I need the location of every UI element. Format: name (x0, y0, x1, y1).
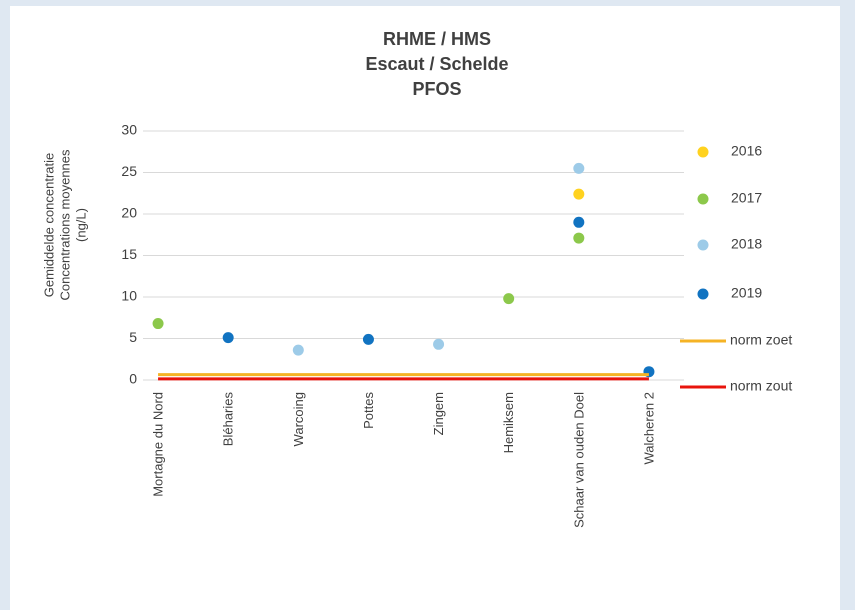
x-tick-label: Zingem (431, 392, 446, 435)
legend-marker (697, 193, 709, 205)
y-tick-label: 25 (121, 163, 137, 179)
y-tick-label: 15 (121, 246, 137, 262)
x-tick-label: Hemiksem (501, 392, 516, 453)
data-point (503, 293, 515, 305)
data-point (222, 332, 234, 344)
x-tick-label: Schaar van ouden Doel (571, 392, 586, 528)
y-tick-label: 10 (121, 288, 137, 304)
x-tick-label: Mortagne du Nord (151, 392, 166, 497)
y-tick-label: 5 (129, 329, 137, 345)
data-point (433, 338, 445, 350)
x-tick-label: Pottes (361, 392, 376, 429)
data-point (362, 333, 374, 345)
y-axis-label: Concentrations moyennes (57, 149, 72, 301)
chart-title: Escaut / Schelde (365, 54, 508, 74)
data-point (573, 162, 585, 174)
legend-label: 2017 (731, 190, 762, 206)
chart-title: RHME / HMS (383, 29, 491, 49)
y-tick-label: 20 (121, 205, 137, 221)
legend-marker (697, 146, 709, 158)
data-point (292, 344, 304, 356)
legend-label: 2016 (731, 143, 762, 159)
panel (10, 6, 840, 610)
data-point (573, 232, 585, 244)
y-axis-label: Gemiddelde concentratie (41, 153, 56, 298)
legend-marker (697, 288, 709, 300)
x-tick-label: Bléharies (221, 392, 236, 447)
legend-label: norm zoet (730, 332, 792, 348)
y-tick-label: 0 (129, 371, 137, 387)
y-tick-label: 30 (121, 122, 137, 138)
x-tick-label: Walcheren 2 (641, 392, 656, 465)
data-point (573, 216, 585, 228)
data-point (573, 188, 585, 200)
data-point (152, 318, 164, 330)
legend-marker (697, 239, 709, 251)
y-axis-label: (ng/L) (73, 208, 88, 242)
legend-label: 2018 (731, 236, 762, 252)
legend-label: norm zout (730, 378, 792, 394)
chart-title: PFOS (412, 79, 461, 99)
x-tick-label: Warcoing (291, 392, 306, 446)
legend-label: 2019 (731, 285, 762, 301)
